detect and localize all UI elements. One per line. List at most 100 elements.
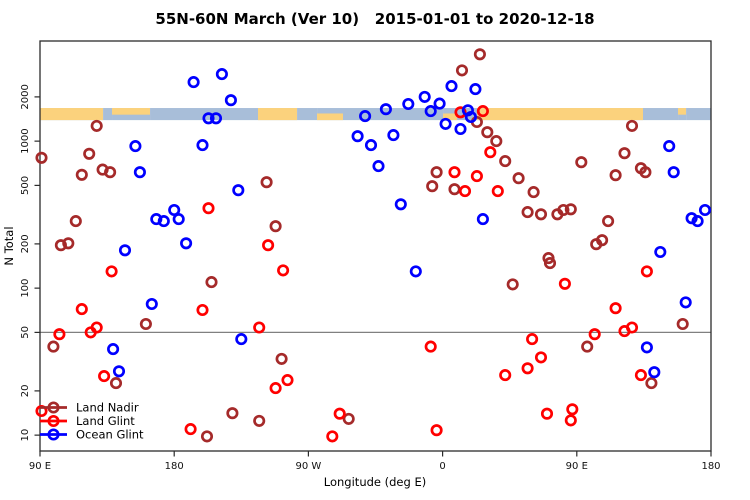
x-tick-label: 180 bbox=[165, 461, 184, 472]
data-point-ocean-glint bbox=[640, 341, 653, 354]
data-point-ocean-glint bbox=[187, 76, 200, 89]
data-point-land-nadir bbox=[490, 135, 503, 148]
x-axis-title: Longitude (deg E) bbox=[324, 475, 426, 489]
data-point-ocean-glint bbox=[107, 343, 120, 356]
y-tick-label: 100 bbox=[20, 279, 31, 298]
data-point-land-nadir bbox=[581, 340, 594, 353]
data-point-land-glint bbox=[253, 321, 266, 334]
data-point-land-glint bbox=[558, 277, 571, 290]
y-axis-title: N Total bbox=[2, 226, 16, 265]
data-point-land-nadir bbox=[260, 176, 273, 189]
data-point-ocean-glint bbox=[232, 184, 245, 197]
data-point-ocean-glint bbox=[424, 105, 437, 118]
data-point-land-glint bbox=[476, 105, 489, 118]
y-tick-label: 200 bbox=[20, 234, 31, 253]
map-band-land bbox=[112, 108, 151, 115]
data-point-land-glint bbox=[202, 202, 215, 215]
data-point-land-glint bbox=[458, 185, 472, 198]
data-point-land-nadir bbox=[618, 147, 631, 160]
data-point-ocean-glint bbox=[364, 139, 378, 152]
data-point-land-nadir bbox=[47, 340, 60, 353]
data-point-land-nadir bbox=[512, 172, 525, 185]
legend-marker bbox=[47, 414, 60, 428]
data-point-ocean-glint bbox=[118, 244, 132, 257]
data-point-land-glint bbox=[98, 370, 111, 383]
y-tick-label: 20 bbox=[20, 385, 31, 398]
y-tick-label: 10 bbox=[20, 429, 31, 442]
data-point-land-nadir bbox=[534, 208, 548, 221]
data-point-ocean-glint bbox=[359, 110, 372, 123]
data-point-land-nadir bbox=[521, 206, 534, 219]
data-point-land-nadir bbox=[90, 119, 103, 132]
data-point-land-nadir bbox=[448, 183, 461, 196]
data-point-land-glint bbox=[625, 321, 639, 334]
data-point-land-glint bbox=[277, 264, 290, 277]
y-tick-label: 500 bbox=[20, 176, 31, 195]
data-point-land-nadir bbox=[609, 169, 622, 182]
data-point-land-nadir bbox=[275, 352, 288, 365]
data-point-ocean-glint bbox=[180, 237, 193, 250]
plot-box bbox=[39, 40, 712, 452]
data-point-land-glint bbox=[269, 382, 282, 395]
data-point-land-nadir bbox=[564, 203, 577, 216]
data-point-land-glint bbox=[588, 328, 601, 341]
data-point-ocean-glint bbox=[129, 140, 142, 153]
data-point-land-glint bbox=[281, 374, 294, 387]
data-point-land-glint bbox=[75, 303, 88, 316]
data-point-ocean-glint bbox=[202, 112, 215, 125]
map-band-land bbox=[443, 113, 458, 121]
legend-label: Land Nadir bbox=[76, 401, 139, 415]
data-point-ocean-glint bbox=[235, 333, 248, 346]
data-point-ocean-glint bbox=[215, 68, 228, 81]
chart-title: 55N-60N March (Ver 10) 2015-01-01 to 202… bbox=[155, 10, 594, 28]
data-point-land-nadir bbox=[455, 64, 469, 77]
data-point-land-glint bbox=[326, 430, 339, 443]
data-point-ocean-glint bbox=[409, 265, 422, 278]
data-point-land-nadir bbox=[430, 166, 443, 179]
data-point-ocean-glint bbox=[691, 215, 704, 228]
data-point-ocean-glint bbox=[372, 160, 385, 173]
data-point-land-nadir bbox=[499, 155, 512, 168]
data-point-ocean-glint bbox=[224, 94, 237, 107]
data-point-ocean-glint bbox=[157, 215, 170, 228]
data-point-land-nadir bbox=[625, 119, 639, 132]
data-point-land-glint bbox=[640, 265, 653, 278]
data-point-ocean-glint bbox=[464, 110, 477, 124]
data-point-ocean-glint bbox=[439, 117, 452, 130]
plot-area: 90 E 180 90 W 0 90 E 180 2000 1000 500 200 100 50 20… bbox=[20, 40, 721, 472]
data-point-land-nadir bbox=[62, 237, 75, 250]
map-band-land bbox=[258, 108, 298, 121]
data-point-land-nadir bbox=[139, 317, 152, 331]
data-point-land-glint bbox=[262, 239, 275, 252]
data-point-land-glint bbox=[196, 303, 209, 317]
data-point-ocean-glint bbox=[112, 365, 126, 378]
map-band-land bbox=[477, 108, 644, 121]
data-point-land-glint bbox=[534, 351, 548, 364]
data-point-ocean-glint bbox=[433, 97, 446, 110]
data-point-land-nadir bbox=[473, 48, 486, 61]
data-point-ocean-glint bbox=[172, 213, 185, 226]
data-point-ocean-glint bbox=[196, 139, 209, 152]
x-tick-label: 90 E bbox=[566, 461, 588, 472]
legend-label: Land Glint bbox=[76, 414, 135, 428]
data-point-land-glint bbox=[564, 414, 577, 427]
data-point-ocean-glint bbox=[418, 90, 431, 103]
data-point-ocean-glint bbox=[469, 83, 482, 96]
data-point-ocean-glint bbox=[379, 103, 392, 116]
data-point-ocean-glint bbox=[402, 97, 415, 111]
data-point-land-nadir bbox=[69, 215, 82, 228]
data-point-land-nadir bbox=[226, 407, 239, 420]
data-point-ocean-glint bbox=[667, 166, 680, 179]
legend-label: Ocean Glint bbox=[76, 428, 144, 442]
data-point-land-nadir bbox=[200, 430, 214, 443]
data-point-land-nadir bbox=[205, 276, 218, 289]
data-point-land-nadir bbox=[575, 156, 588, 169]
map-band-land bbox=[40, 108, 104, 121]
data-point-land-nadir bbox=[543, 257, 557, 270]
data-point-land-glint bbox=[105, 265, 118, 278]
map-band-land bbox=[317, 113, 343, 121]
data-point-ocean-glint bbox=[476, 213, 489, 226]
data-point-ocean-glint bbox=[150, 213, 163, 226]
